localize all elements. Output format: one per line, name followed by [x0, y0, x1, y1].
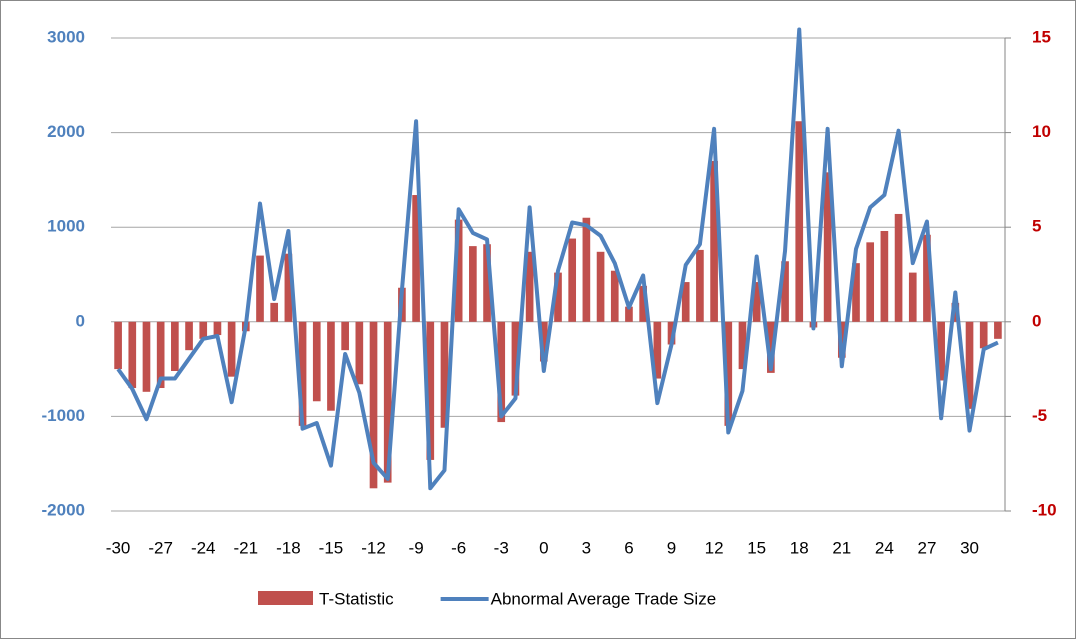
y2-tick-label: -5 — [1032, 406, 1047, 425]
bar — [199, 321, 208, 339]
x-tick-label: -30 — [106, 538, 131, 557]
bar — [894, 213, 903, 322]
bar — [539, 321, 548, 362]
bar — [341, 321, 349, 351]
bar — [511, 321, 520, 396]
bar — [213, 321, 222, 336]
bar — [383, 321, 392, 483]
x-tick-label: 21 — [832, 538, 851, 557]
bar — [994, 321, 1002, 339]
bar — [284, 253, 293, 322]
legend-label: T-Statistic — [319, 589, 394, 608]
bar — [738, 321, 747, 370]
y-tick-label: 0 — [76, 311, 85, 330]
bar — [965, 321, 974, 409]
bar — [270, 302, 279, 322]
x-tick-label: 9 — [667, 538, 676, 557]
bar — [582, 217, 591, 322]
bar — [156, 321, 165, 389]
x-tick-label: 18 — [790, 538, 809, 557]
bar — [639, 285, 647, 322]
bar — [142, 321, 151, 392]
bar — [312, 321, 321, 402]
x-tick-label: -21 — [234, 538, 259, 557]
bar — [227, 321, 236, 377]
bar — [979, 321, 988, 349]
bar — [128, 321, 137, 389]
y2-tick-label: 15 — [1032, 27, 1051, 46]
bar — [625, 306, 633, 322]
y-tick-label: -2000 — [42, 500, 85, 519]
bar — [653, 321, 662, 379]
y-tick-label: 2000 — [47, 122, 85, 141]
bar — [440, 321, 449, 428]
bar — [554, 272, 562, 322]
bar — [256, 255, 264, 322]
legend-swatch — [258, 591, 313, 605]
y-tick-label: 1000 — [47, 217, 85, 236]
bar — [426, 321, 435, 460]
x-tick-label: 3 — [582, 538, 591, 557]
bar — [469, 246, 477, 322]
bar — [483, 244, 491, 322]
y2-tick-label: 5 — [1032, 217, 1041, 236]
legend-label: Abnormal Average Trade Size — [491, 589, 717, 608]
x-tick-label: -12 — [361, 538, 386, 557]
bar — [412, 195, 420, 322]
bar — [171, 321, 179, 371]
x-tick-label: 15 — [747, 538, 766, 557]
bar — [852, 263, 860, 322]
x-tick-label: 6 — [624, 538, 633, 557]
x-tick-label: -15 — [319, 538, 344, 557]
x-tick-label: 30 — [960, 538, 979, 557]
bar — [185, 321, 193, 351]
bar — [114, 321, 122, 370]
bar — [781, 261, 789, 322]
bar — [696, 249, 704, 322]
x-tick-label: 24 — [875, 538, 894, 557]
bar — [795, 121, 804, 322]
bar — [951, 302, 960, 322]
x-tick-label: -9 — [409, 538, 424, 557]
x-tick-label: -24 — [191, 538, 216, 557]
x-tick-label: -3 — [494, 538, 509, 557]
bar — [937, 321, 945, 381]
bar — [568, 238, 577, 322]
bar — [525, 251, 534, 322]
y2-tick-label: 10 — [1032, 122, 1051, 141]
bar — [724, 321, 733, 426]
y2-tick-label: 0 — [1032, 311, 1041, 330]
bar — [596, 251, 605, 322]
bar — [497, 321, 506, 423]
bar — [923, 234, 931, 322]
bar — [681, 282, 690, 322]
bar — [355, 321, 364, 385]
bar — [610, 270, 619, 322]
bar — [767, 321, 775, 373]
line — [116, 27, 999, 491]
x-tick-label: -18 — [276, 538, 301, 557]
y-tick-label: -1000 — [42, 406, 85, 425]
bar — [880, 230, 889, 322]
bar — [369, 321, 378, 489]
x-tick-label: -27 — [148, 538, 173, 557]
bar — [454, 219, 463, 322]
bar — [327, 321, 335, 411]
bar — [710, 160, 718, 322]
bar — [908, 272, 917, 322]
x-tick-label: 27 — [917, 538, 936, 557]
bar — [866, 242, 875, 322]
x-tick-label: 0 — [539, 538, 548, 557]
y2-tick-label: -10 — [1032, 500, 1057, 519]
bar — [298, 321, 307, 426]
x-tick-label: 12 — [705, 538, 724, 557]
y-tick-label: 3000 — [47, 27, 85, 46]
bar — [823, 172, 832, 322]
bar — [752, 282, 761, 322]
x-tick-label: -6 — [451, 538, 466, 557]
